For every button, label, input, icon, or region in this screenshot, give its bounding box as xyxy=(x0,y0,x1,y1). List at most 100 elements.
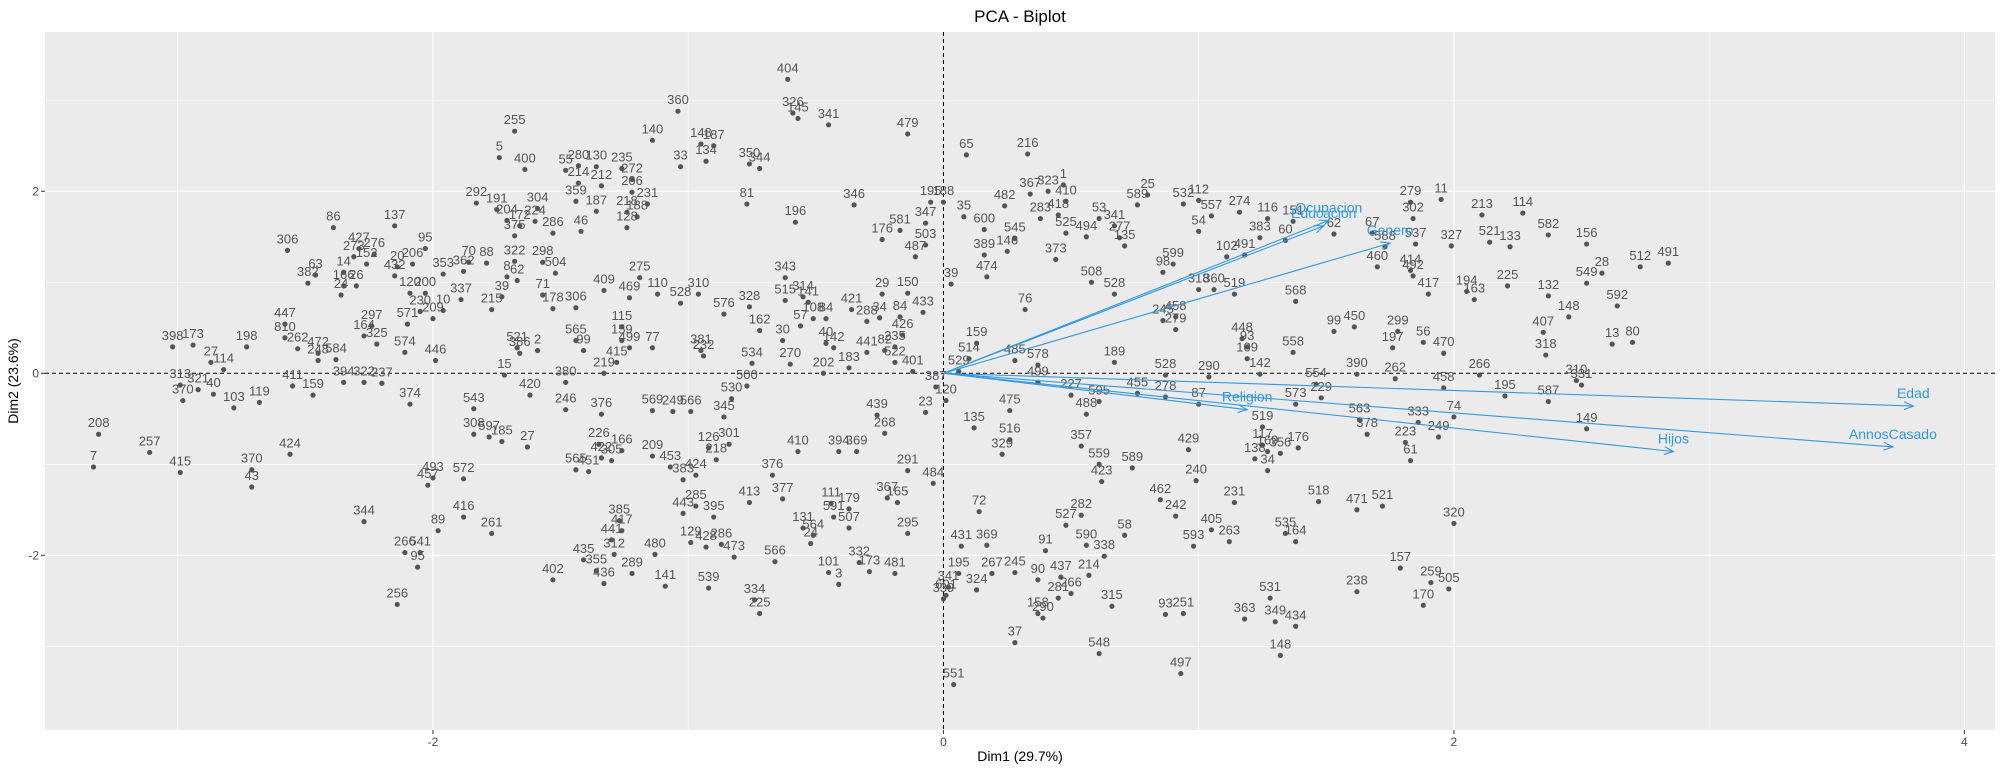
point-marker xyxy=(1160,269,1166,275)
point-marker xyxy=(473,200,479,206)
data-point: 304 xyxy=(527,190,548,212)
point-label: 235 xyxy=(884,328,906,343)
point-marker xyxy=(504,274,510,280)
point-label: 528 xyxy=(1155,356,1177,371)
data-point: 34 xyxy=(1260,452,1275,474)
data-point: 270 xyxy=(779,345,801,367)
point-label: 28 xyxy=(1595,254,1609,269)
data-point: 537 xyxy=(1405,225,1426,247)
x-axis-title: Dim1 (29.7%) xyxy=(977,748,1063,764)
point-label: 310 xyxy=(688,275,710,290)
point-label: 475 xyxy=(999,392,1021,407)
point-marker xyxy=(310,392,316,398)
x-tick-label: 0 xyxy=(940,735,947,749)
point-marker xyxy=(575,163,582,169)
point-label: 508 xyxy=(1081,263,1103,278)
data-point: 446 xyxy=(425,342,446,364)
data-point: 409 xyxy=(593,271,615,294)
point-label: 152 xyxy=(356,245,378,260)
point-marker xyxy=(371,251,377,257)
point-marker xyxy=(1410,273,1416,279)
point-label: 251 xyxy=(1172,595,1194,610)
data-point: 421 xyxy=(841,291,862,313)
data-point: 187 xyxy=(703,127,725,149)
point-marker xyxy=(1293,623,1299,629)
point-label: 370 xyxy=(241,451,263,466)
point-marker xyxy=(578,228,584,234)
point-label: 268 xyxy=(874,414,896,429)
point-label: 276 xyxy=(363,235,385,250)
point-label: 282 xyxy=(1070,496,1092,511)
point-label: 331 xyxy=(1571,366,1593,381)
data-point: 176 xyxy=(1287,429,1309,451)
point-marker xyxy=(1173,314,1179,320)
point-label: 232 xyxy=(693,337,715,352)
point-label: 119 xyxy=(249,383,270,398)
data-point: 142 xyxy=(1249,355,1271,377)
data-point: 541 xyxy=(409,534,431,556)
data-point: 76 xyxy=(1018,291,1032,313)
point-label: 128 xyxy=(616,209,638,224)
data-point: 166 xyxy=(333,267,354,289)
point-label: 500 xyxy=(736,367,758,382)
arrow-shaft xyxy=(943,372,1248,411)
data-point: 431 xyxy=(950,527,972,549)
point-label: 172 xyxy=(509,207,531,222)
data-point: 320 xyxy=(1443,504,1465,527)
point-marker xyxy=(846,525,852,531)
point-label: 24 xyxy=(334,276,348,291)
point-marker xyxy=(1060,182,1066,188)
data-point: 84 xyxy=(893,298,907,320)
point-marker xyxy=(563,167,569,173)
point-marker xyxy=(1160,317,1166,324)
point-marker xyxy=(338,292,344,298)
point-marker xyxy=(210,391,217,397)
point-marker xyxy=(984,274,990,280)
point-label: 279 xyxy=(1165,311,1187,326)
point-marker xyxy=(1027,191,1033,197)
point-marker xyxy=(726,441,732,447)
point-label: 521 xyxy=(1372,487,1394,502)
data-point: 600 xyxy=(973,210,995,233)
data-point: 13 xyxy=(1605,325,1619,347)
point-marker xyxy=(1004,248,1010,254)
point-marker xyxy=(626,345,633,351)
point-marker xyxy=(1224,254,1230,260)
point-marker xyxy=(1257,235,1263,241)
point-label: 95 xyxy=(410,548,424,563)
point-marker xyxy=(721,414,727,420)
point-marker xyxy=(649,137,656,143)
data-point: 274 xyxy=(1229,193,1250,215)
point-marker xyxy=(1290,349,1296,355)
arrow-shaft xyxy=(943,225,1324,374)
point-label: 441 xyxy=(856,333,878,348)
point-label: 494 xyxy=(1076,218,1098,233)
point-marker xyxy=(1407,458,1414,464)
point-marker xyxy=(731,554,737,560)
point-label: 323 xyxy=(1037,172,1059,187)
data-point: 423 xyxy=(1091,463,1113,485)
data-point: 359 xyxy=(565,182,587,204)
data-point: 164 xyxy=(353,317,375,339)
point-marker xyxy=(1257,371,1263,377)
point-marker xyxy=(1068,590,1074,597)
point-label: 176 xyxy=(1287,429,1309,444)
arrow-shaft xyxy=(943,372,1674,453)
point-marker xyxy=(820,370,827,376)
point-label: 400 xyxy=(514,150,536,165)
data-point: 62 xyxy=(1327,215,1341,237)
point-marker xyxy=(1244,356,1250,362)
data-point: 376 xyxy=(762,456,783,478)
data-point: 337 xyxy=(450,281,472,303)
data-point: 187 xyxy=(585,192,607,214)
point-marker xyxy=(1543,352,1549,358)
point-label: 346 xyxy=(843,186,865,201)
data-point: 195 xyxy=(948,554,970,577)
data-point: 443 xyxy=(672,494,694,517)
data-point: 493 xyxy=(422,459,444,481)
point-marker xyxy=(1471,296,1477,303)
point-label: 56 xyxy=(1416,323,1430,338)
point-marker xyxy=(1012,357,1018,364)
point-marker xyxy=(432,357,439,364)
